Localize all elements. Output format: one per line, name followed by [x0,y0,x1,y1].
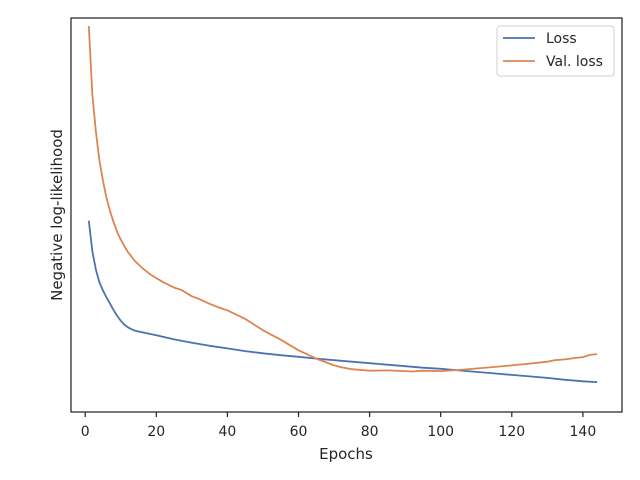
y-axis-label: Negative log-likelihood [48,129,66,301]
legend-label-loss: Loss [546,31,577,47]
legend: Loss Val. loss [496,25,615,77]
legend-label-val-loss: Val. loss [546,54,603,70]
x-tick-label: 80 [361,424,379,440]
x-tick-label: 120 [498,424,525,440]
x-tick-label: 0 [81,424,90,440]
x-tick-label: 140 [570,424,597,440]
x-tick-label: 20 [147,424,165,440]
x-tick-label: 100 [427,424,454,440]
plot-frame [70,17,623,413]
x-tick-label: 60 [290,424,308,440]
x-axis-label: Epochs [319,445,373,463]
series-line-val-loss [87,25,598,373]
x-axis-ticks: 0 20 40 60 80 100 120 140 [81,412,597,440]
x-tick-label: 40 [218,424,236,440]
series-line-loss [87,220,598,383]
